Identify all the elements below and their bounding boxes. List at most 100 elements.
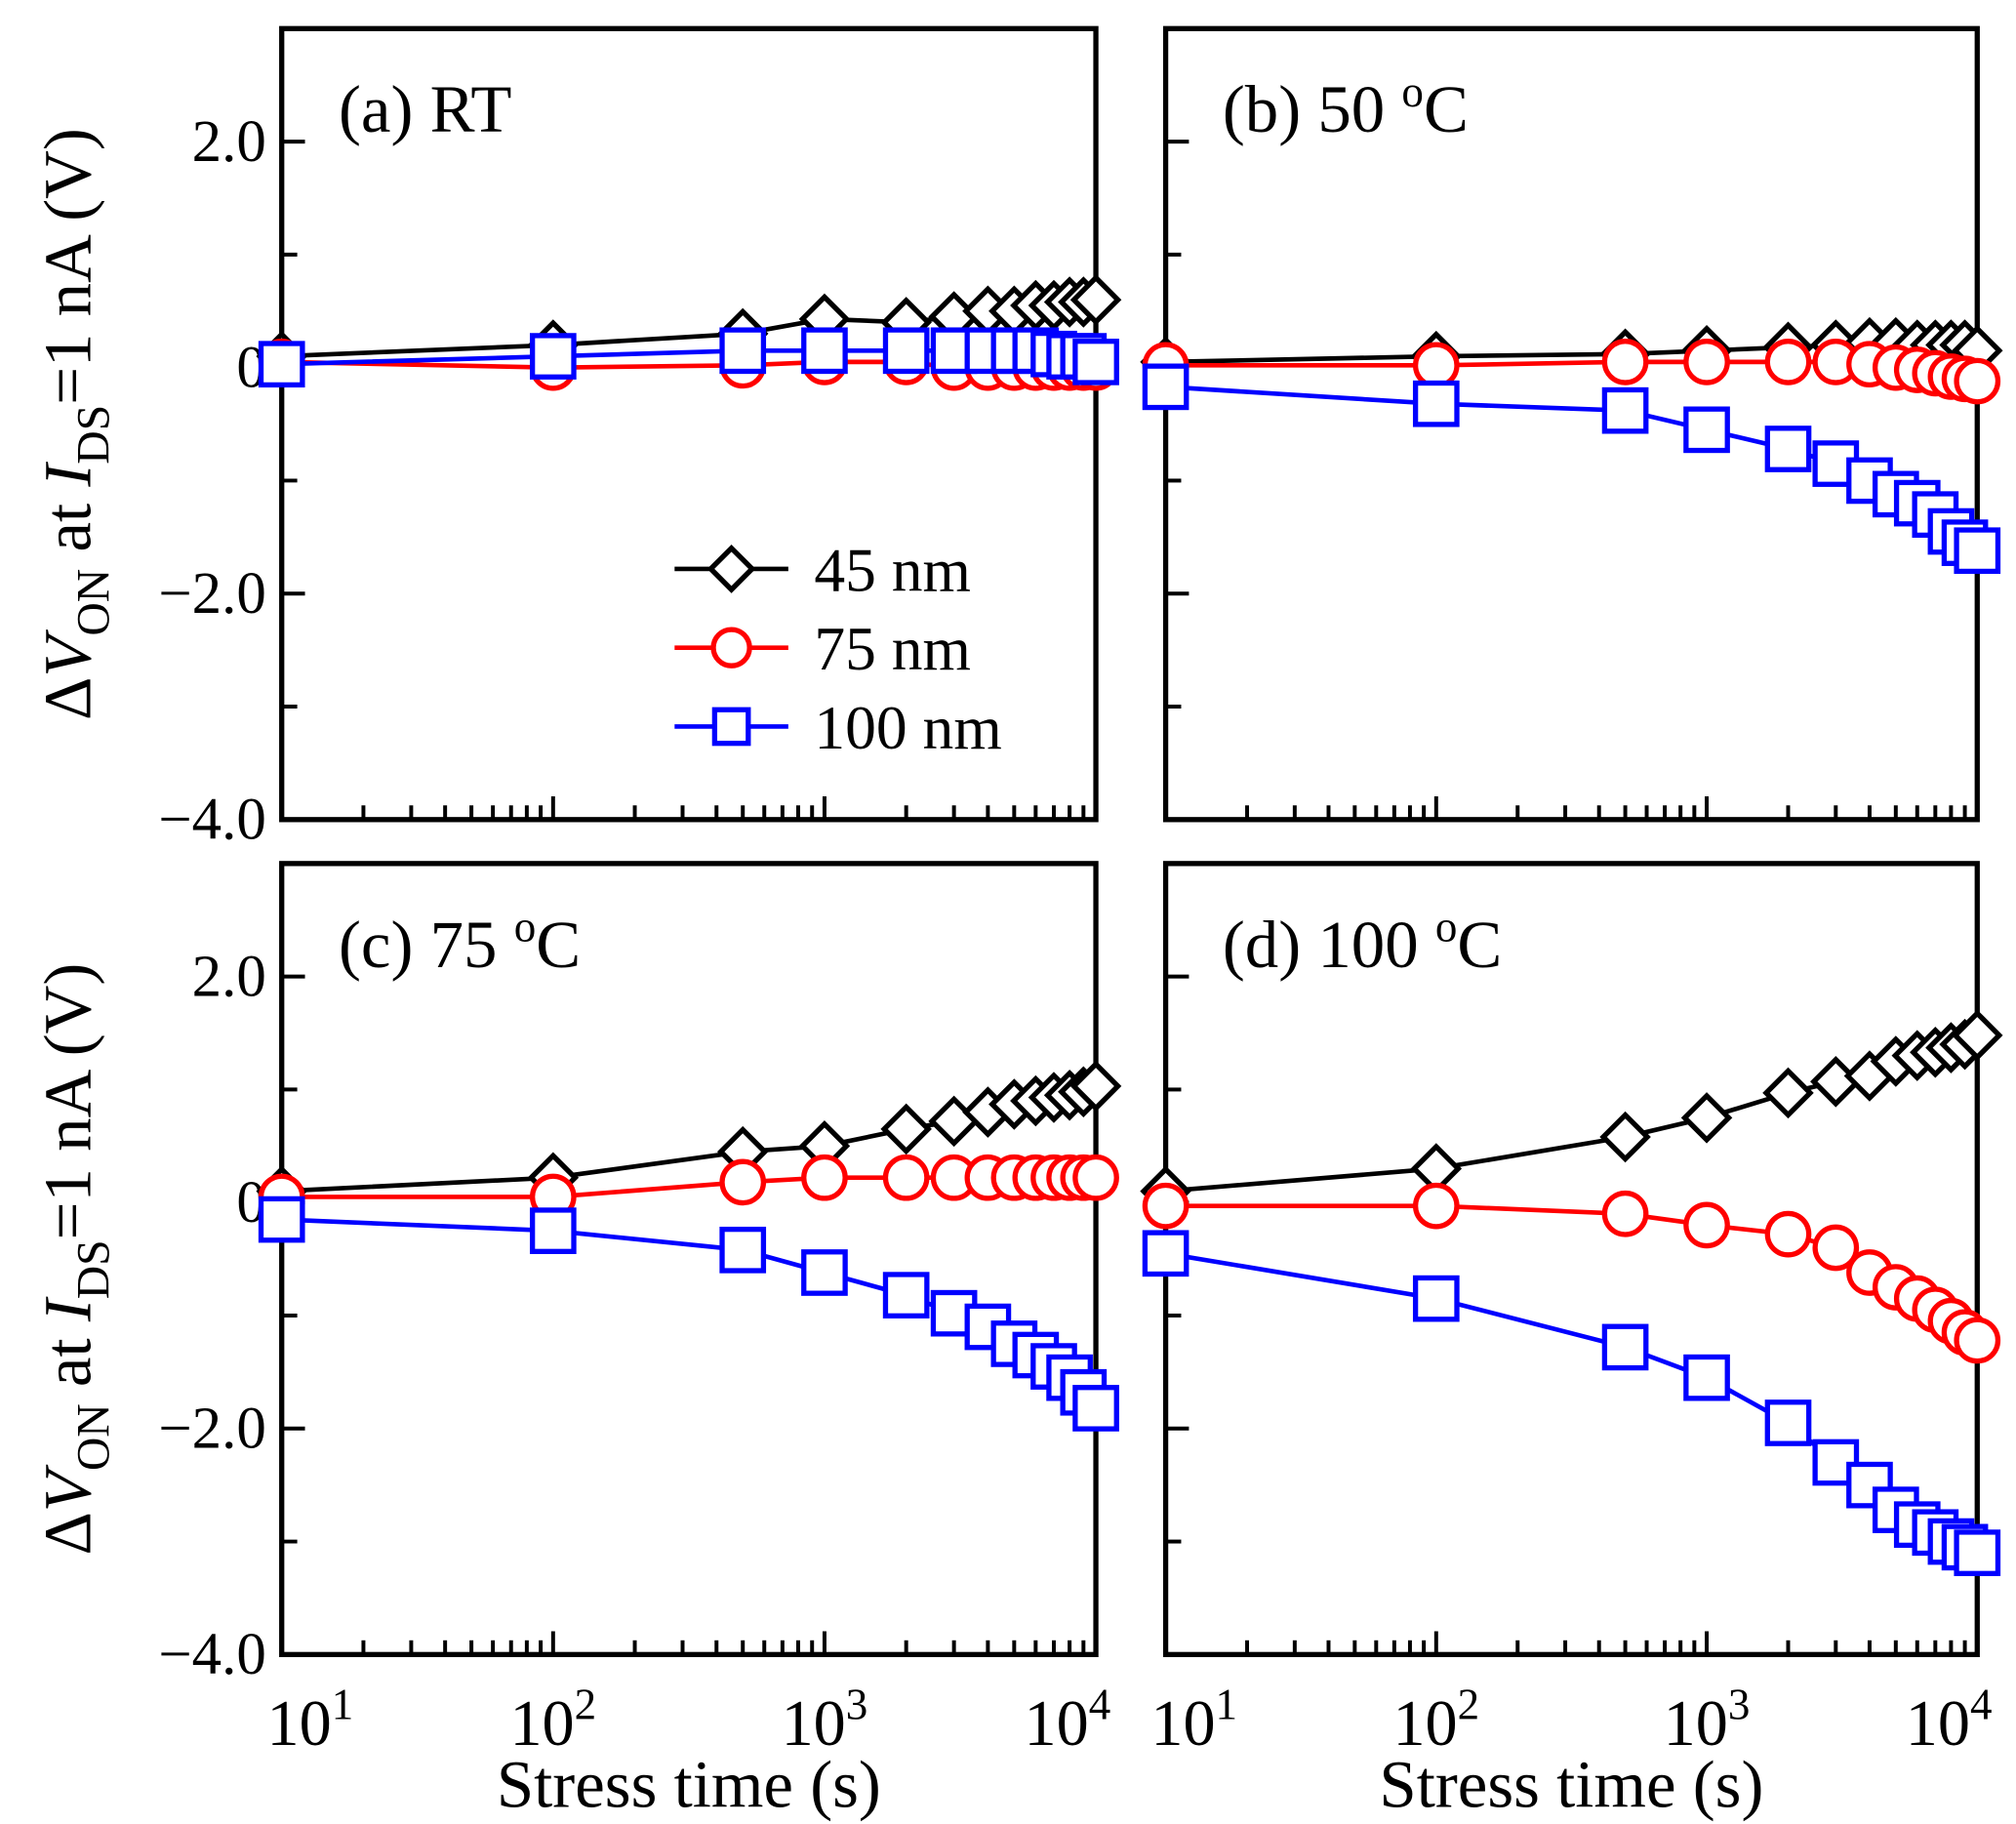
x-tick-exponent: 2: [1458, 1681, 1480, 1729]
x-tick-label: 102: [1392, 1681, 1479, 1760]
data-point-square: [882, 1272, 930, 1318]
x-tick-label: 102: [509, 1681, 596, 1760]
data-point-diamond: [1762, 1067, 1814, 1119]
x-tick-base: 10: [1025, 1688, 1089, 1760]
data-point-circle: [719, 1158, 767, 1206]
data-point-square: [801, 327, 848, 375]
legend-marker-square: [711, 707, 751, 747]
data-point-square: [882, 327, 930, 375]
data-point-square: [1683, 406, 1730, 454]
data-point-circle: [1601, 339, 1649, 385]
ylabel-sub-ds: DS: [68, 1239, 119, 1299]
panel-letter: (d): [1223, 908, 1318, 982]
legend-marker-diamond: [706, 544, 756, 593]
x-tick-label: 104: [1025, 1681, 1111, 1760]
data-point-square: [1412, 380, 1460, 427]
series-100nm: [1142, 363, 2001, 575]
data-point-circle: [1764, 1210, 1812, 1258]
ylabel-sub-on: ON: [68, 569, 119, 636]
data-point-diamond: [1069, 1060, 1122, 1113]
x-tick-label: 101: [1150, 1681, 1237, 1760]
series-100nm: [1142, 1230, 2001, 1576]
data-point-circle: [1954, 357, 2001, 405]
unit: C: [1424, 72, 1469, 146]
data-point-circle: [1412, 342, 1460, 389]
data-point-square: [719, 1226, 767, 1274]
series-100nm: [258, 327, 1119, 388]
data-point-circle: [1812, 1224, 1860, 1272]
legend-item: 45 nm: [674, 535, 971, 604]
degree-superscript: o: [1401, 67, 1424, 116]
data-point-diamond: [1952, 1009, 2003, 1062]
y-axis-title: ΔVON at IDS=1 nA (V): [31, 128, 120, 720]
ylabel-sub-on: ON: [68, 1403, 119, 1471]
x-tick-exponent: 1: [332, 1681, 354, 1729]
panel-letter: (b): [1223, 72, 1318, 146]
panel-condition: 100: [1317, 908, 1435, 982]
data-point-square: [1764, 426, 1812, 472]
x-tick-exponent: 4: [1970, 1681, 1993, 1729]
series-75nm: [1142, 1182, 2001, 1364]
ylabel-i: I: [31, 462, 105, 488]
data-point-square: [1954, 1529, 2001, 1576]
data-point-circle: [1601, 1190, 1649, 1237]
unit: C: [536, 908, 581, 982]
ylabel-sub-ds: DS: [68, 405, 119, 465]
plot-frame: [279, 25, 1099, 823]
plot-frame: [1162, 25, 1980, 823]
degree-superscript: o: [514, 902, 537, 951]
x-axis-title: Stress time (s): [1379, 1748, 1763, 1822]
data-point-square: [1412, 1275, 1460, 1322]
panel-b: (b) 50 oC: [1140, 25, 2003, 823]
panel-label: (d) 100 oC: [1223, 902, 1502, 981]
data-point-circle: [1954, 1317, 2001, 1364]
data-point-diamond: [880, 1103, 932, 1155]
legend-item: 100 nm: [674, 693, 1002, 762]
y-tick-label: −4.0: [158, 788, 265, 853]
plot-frame: [279, 861, 1099, 1657]
data-point-square: [1601, 386, 1649, 434]
x-tick-label: 103: [1664, 1681, 1751, 1760]
legend-label: 45 nm: [814, 535, 971, 604]
data-point-square: [1072, 339, 1119, 385]
y-axis-title: ΔVON at IDS=1 nA (V): [31, 963, 120, 1556]
ylabel-rest: =1 nA (V): [31, 128, 105, 405]
x-tick-label: 103: [782, 1681, 868, 1760]
x-tick-label: 104: [1906, 1681, 1993, 1760]
series-100nm: [258, 1196, 1119, 1432]
data-point-square: [1601, 1323, 1649, 1371]
legend-label: 100 nm: [814, 693, 1001, 762]
data-point-diamond: [1599, 1111, 1651, 1163]
y-tick-label: 2.0: [192, 109, 266, 175]
data-point-square: [801, 1249, 848, 1296]
data-point-square: [258, 1196, 305, 1243]
data-point-square: [1142, 1230, 1189, 1277]
data-point-circle: [801, 1154, 848, 1201]
data-point-circle: [1683, 1201, 1730, 1249]
x-tick-base: 10: [1150, 1688, 1215, 1760]
data-point-square: [529, 1207, 577, 1254]
ylabel-rest: =1 nA (V): [31, 963, 105, 1240]
x-tick-exponent: 3: [846, 1681, 868, 1729]
panel-label: (c) 75 oC: [339, 902, 581, 981]
panel-label: (a) RT: [339, 72, 512, 146]
x-tick-base: 10: [1392, 1688, 1457, 1760]
data-point-square: [1764, 1399, 1812, 1446]
data-point-square: [1812, 440, 1860, 487]
x-axis-title: Stress time (s): [497, 1748, 881, 1822]
data-point-square: [258, 341, 305, 388]
ylabel-at: at: [31, 1321, 105, 1403]
y-tick-label: −4.0: [158, 1622, 265, 1687]
data-point-square: [719, 327, 767, 375]
x-tick-base: 10: [1906, 1688, 1970, 1760]
legend-marker-circle: [710, 627, 752, 669]
panel-label: (b) 50 oC: [1223, 67, 1469, 146]
panel-letter: (c): [339, 908, 430, 982]
data-point-square: [529, 333, 577, 380]
x-tick-label: 101: [266, 1681, 353, 1760]
data-point-diamond: [1680, 1092, 1733, 1144]
series-45nm: [1140, 1009, 2003, 1217]
